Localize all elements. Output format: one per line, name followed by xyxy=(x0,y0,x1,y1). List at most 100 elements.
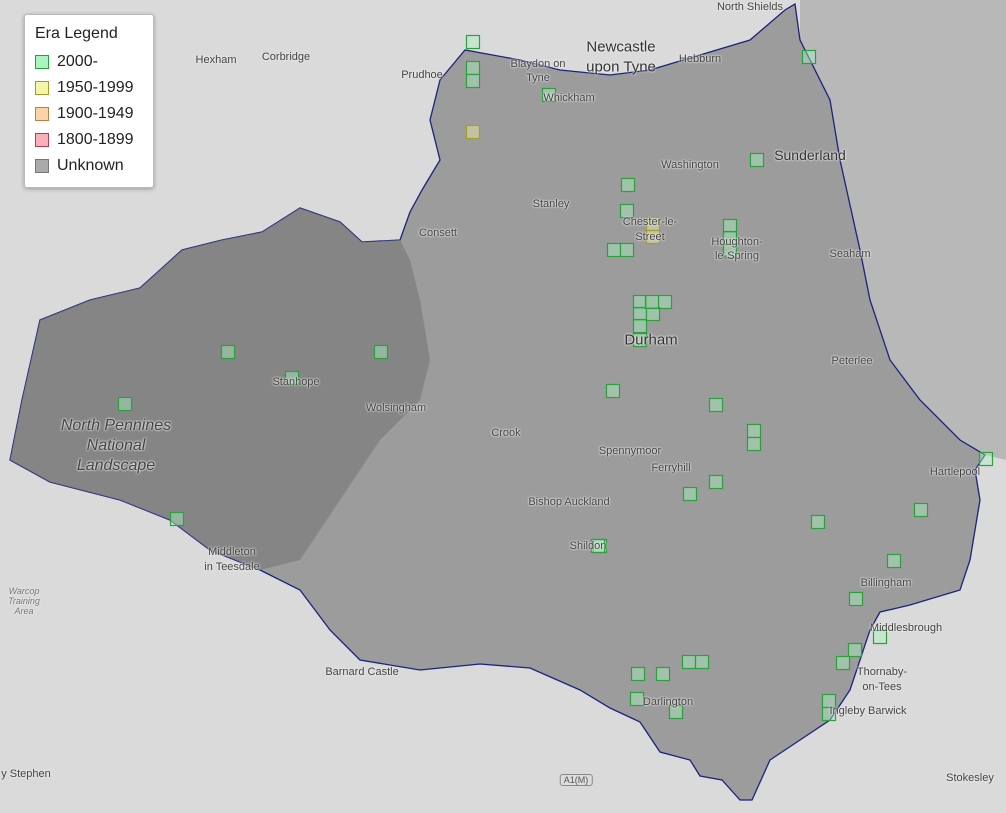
legend-item: 1900-1949 xyxy=(35,101,143,127)
place-label: Consett xyxy=(419,227,457,239)
site-marker[interactable] xyxy=(644,294,660,310)
legend-label: Unknown xyxy=(57,157,124,174)
site-marker[interactable] xyxy=(606,242,622,258)
place-label: Stokesley xyxy=(946,772,994,784)
site-marker[interactable] xyxy=(722,218,738,234)
site-marker[interactable] xyxy=(284,370,300,386)
marker-layer xyxy=(117,34,994,722)
place-label: Ingleby Barwick xyxy=(829,705,907,717)
place-label: Billingham xyxy=(860,577,912,589)
place-label: Ferryhill xyxy=(651,462,691,474)
place-label: Blaydon on xyxy=(510,58,566,70)
place-label: Hartlepool xyxy=(929,466,981,478)
site-marker[interactable] xyxy=(220,344,236,360)
road-shield-a1m: A1(M) xyxy=(559,774,593,786)
site-marker[interactable] xyxy=(645,229,661,245)
site-marker[interactable] xyxy=(541,87,557,103)
site-marker[interactable] xyxy=(913,502,929,518)
place-label: Hebburn xyxy=(678,53,722,65)
legend-label: 1900-1949 xyxy=(57,105,134,122)
site-marker[interactable] xyxy=(682,486,698,502)
site-marker[interactable] xyxy=(465,124,481,140)
place-label: Peterlee xyxy=(831,355,873,367)
site-marker[interactable] xyxy=(117,396,133,412)
place-label: Stanhope xyxy=(272,376,320,388)
place-label: Spennymoor xyxy=(598,445,662,457)
training-label-line: Training xyxy=(8,596,40,606)
place-label: Chester-le- xyxy=(622,216,678,228)
site-marker[interactable] xyxy=(708,397,724,413)
place-label: Tyne xyxy=(526,72,550,84)
place-label: Durham xyxy=(624,331,678,349)
place-label: Wolsingham xyxy=(365,402,427,414)
legend-title: Era Legend xyxy=(35,25,118,42)
site-marker[interactable] xyxy=(749,152,765,168)
place-label: Whickham xyxy=(543,92,595,104)
site-marker[interactable] xyxy=(632,332,648,348)
legend-label: 2000- xyxy=(57,53,98,70)
site-marker[interactable] xyxy=(681,654,697,670)
site-marker[interactable] xyxy=(694,654,710,670)
site-marker[interactable] xyxy=(169,511,185,527)
legend-item: 2000- xyxy=(35,49,143,75)
place-label: Middleton xyxy=(208,546,256,558)
place-label: Barnard Castle xyxy=(325,666,399,678)
legend-label: 1800-1899 xyxy=(57,131,134,148)
site-marker[interactable] xyxy=(847,642,863,658)
park-label-line: North Pennines xyxy=(60,417,172,434)
site-marker[interactable] xyxy=(629,691,645,707)
site-marker[interactable] xyxy=(978,451,994,467)
national-landscape-area xyxy=(10,208,430,570)
sea xyxy=(800,0,1006,460)
site-marker[interactable] xyxy=(821,706,837,722)
site-marker[interactable] xyxy=(655,666,671,682)
site-marker[interactable] xyxy=(619,242,635,258)
place-label: Washington xyxy=(661,159,719,171)
site-marker[interactable] xyxy=(632,318,648,334)
site-marker[interactable] xyxy=(801,49,817,65)
site-marker[interactable] xyxy=(722,243,738,259)
site-marker[interactable] xyxy=(708,474,724,490)
site-marker[interactable] xyxy=(668,704,684,720)
place-label: Street xyxy=(635,231,665,243)
site-marker[interactable] xyxy=(373,344,389,360)
place-label: Darlington xyxy=(642,696,694,708)
place-label: Crook xyxy=(491,427,521,439)
site-marker[interactable] xyxy=(465,34,481,50)
place-label: Sunderland xyxy=(774,147,846,163)
park-label: North Pennines National Landscape xyxy=(61,416,171,476)
site-marker[interactable] xyxy=(657,294,673,310)
legend-swatch-icon xyxy=(35,133,49,147)
site-marker[interactable] xyxy=(619,203,635,219)
site-marker[interactable] xyxy=(632,294,648,310)
park-label-line: Landscape xyxy=(76,457,156,474)
site-marker[interactable] xyxy=(848,591,864,607)
site-marker[interactable] xyxy=(835,655,851,671)
site-marker[interactable] xyxy=(872,629,888,645)
site-marker[interactable] xyxy=(645,306,661,322)
place-label: Newcastle xyxy=(586,38,656,56)
place-label: le-Spring xyxy=(714,250,760,262)
place-label: upon Tyne xyxy=(586,58,656,76)
place-label: Shildon xyxy=(569,540,607,552)
place-label: Prudhoe xyxy=(401,69,443,81)
place-label: Seaham xyxy=(829,248,871,260)
place-label: y Stephen xyxy=(1,768,51,780)
site-marker[interactable] xyxy=(465,73,481,89)
place-label: in Teesdale xyxy=(204,561,260,573)
site-marker[interactable] xyxy=(605,383,621,399)
site-marker[interactable] xyxy=(632,306,648,322)
site-marker[interactable] xyxy=(746,436,762,452)
site-marker[interactable] xyxy=(810,514,826,530)
site-marker[interactable] xyxy=(590,538,606,554)
place-label: Middlesbrough xyxy=(869,622,943,634)
site-marker[interactable] xyxy=(620,177,636,193)
place-label: Corbridge xyxy=(261,51,311,63)
training-label-line: Area xyxy=(14,606,34,616)
site-marker[interactable] xyxy=(630,666,646,682)
place-label: Thornaby- xyxy=(856,666,908,678)
site-marker[interactable] xyxy=(746,423,762,439)
site-marker[interactable] xyxy=(886,553,902,569)
site-marker[interactable] xyxy=(465,60,481,76)
